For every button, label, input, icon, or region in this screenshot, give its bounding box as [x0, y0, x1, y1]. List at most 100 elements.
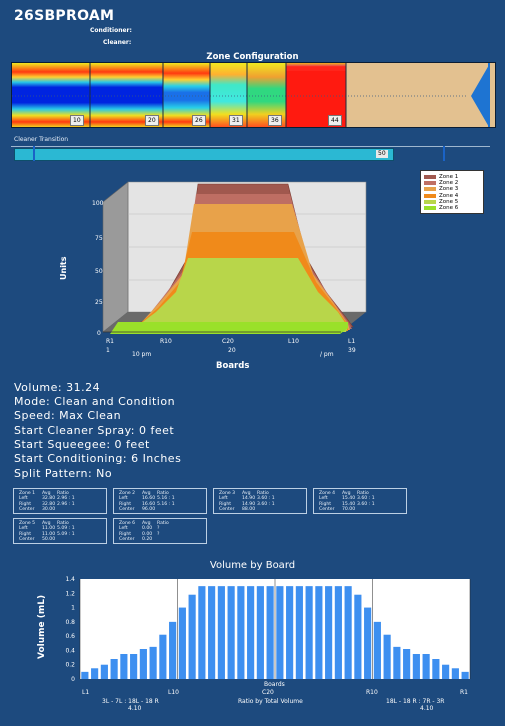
right-label: Right [219, 501, 232, 507]
x-sub-tick-10pm: 10 pm [132, 351, 151, 358]
left-ratio: ? [157, 526, 160, 532]
volume-bar-board-11 [178, 607, 186, 679]
volume-bar-board-35 [412, 654, 420, 679]
x-sub-tick-20: 20 [228, 347, 236, 354]
volume-bar-board-12 [188, 594, 196, 679]
zone-name: Zone 2 [119, 491, 136, 496]
board-label-26: 26 [192, 115, 206, 126]
legend-swatch [424, 199, 436, 204]
volume-bar-board-14 [208, 586, 216, 679]
volume-y-axis-label: Volume (mL) [37, 595, 47, 659]
legend-label: Zone 6 [439, 205, 459, 212]
volume-y-tick: 1.4 [65, 576, 75, 583]
legend-label: Zone 3 [439, 186, 459, 193]
zone-box-5: Zone 5 Avg Ratio Left 11.00 5.09 : 1 Right 11.0… [13, 518, 107, 544]
zone-name: Zone 3 [219, 491, 236, 496]
volume-by-board-title: Volume by Board [209, 560, 296, 571]
left-ratio: 2.96 : 1 [57, 496, 75, 502]
zone-box-4: Zone 4 Avg Ratio Left 15.40 3.60 : 1 Right 15.4… [313, 488, 407, 514]
volume-text: Volume: 31.24 [14, 381, 101, 394]
zone-box-6: Zone 6 Avg Ratio Left 0.00? Right 0.00? Center 0… [113, 518, 207, 544]
right-label: Right [19, 531, 32, 537]
volume-y-tick: 0 [71, 676, 75, 683]
center-avg: 70.00 [342, 506, 356, 512]
right-label: Right [119, 501, 132, 507]
volume-bar-board-40 [461, 671, 469, 679]
legend-item-zone-3: Zone 3 [424, 186, 483, 192]
mode-text: Mode: Clean and Condition [14, 395, 176, 408]
left-avg: 15.40 [342, 496, 356, 502]
transition-end-marker [443, 146, 445, 161]
volume-x-tick: C20 [262, 689, 274, 696]
volume-bar-board-3 [100, 664, 108, 679]
volume-y-tick: 0.4 [65, 647, 75, 654]
volume-bar-board-7 [139, 649, 147, 679]
zone-6-area [110, 322, 348, 334]
right-ratio: 3.60 : 1 [357, 501, 375, 507]
left-label: Left [119, 496, 128, 502]
cleaner-transition-value: 50 [376, 150, 388, 158]
zone-name: Zone 4 [319, 491, 336, 496]
ratio-header: Ratio [57, 521, 69, 526]
x-tick-c20: C20 [222, 338, 234, 345]
volume-bar-board-13 [198, 586, 206, 679]
avg-header: Avg [142, 521, 151, 526]
legend-swatch [424, 206, 436, 211]
volume-bar-board-39 [451, 668, 459, 679]
right-avg: 0.00 [142, 531, 153, 537]
volume-bar-board-1 [81, 671, 89, 679]
left-avg: 0.00 [142, 526, 153, 532]
volume-bar-board-15 [217, 586, 225, 679]
board-label-10: 10 [70, 115, 84, 126]
legend-item-zone-4: Zone 4 [424, 193, 483, 199]
x-sub-tick-pm: / pm [320, 351, 334, 358]
center-label: Center [219, 506, 235, 512]
avg-header: Avg [142, 491, 151, 496]
volume-bar-board-9 [159, 634, 167, 679]
right-label: Right [19, 501, 32, 507]
x-tick-l10: L10 [288, 338, 299, 345]
volume-bar-board-20 [266, 586, 274, 679]
left-avg: 14.90 [242, 496, 256, 502]
squeegee-text: Start Squeegee: 0 feet [14, 438, 150, 451]
volume-bar-board-36 [422, 654, 430, 679]
zone-name: Zone 6 [119, 521, 136, 526]
ratio-left-value: 4.10 [128, 705, 142, 712]
legend-label: Zone 5 [439, 198, 459, 205]
ratio-right-value: 4.10 [420, 705, 434, 712]
avg-header: Avg [242, 491, 251, 496]
cleaner-transition-label: Cleaner Transition [14, 136, 69, 143]
right-avg: 11.00 [42, 531, 56, 537]
pattern-title: 26SBPROAM [14, 8, 115, 24]
ratio-header: Ratio [157, 521, 169, 526]
volume-bar-board-22 [286, 586, 294, 679]
x-axis-label: Boards [216, 361, 249, 371]
right-avg: 14.90 [242, 501, 256, 507]
left-ratio: 3.60 : 1 [357, 496, 375, 502]
volume-y-tick: 0.6 [65, 633, 75, 640]
x-sub-tick-1: 1 [106, 347, 110, 354]
split-pattern-text: Split Pattern: No [14, 467, 113, 480]
volume-bar-board-6 [130, 654, 138, 679]
volume-bar-board-24 [305, 586, 313, 679]
ratio-header: Ratio [157, 491, 169, 496]
left-ratio: 5.16 : 1 [157, 496, 175, 502]
left-label: Left [19, 526, 28, 532]
x-sub-tick-39: 39 [348, 347, 356, 354]
board-label-44: 44 [328, 115, 342, 126]
legend-swatch [424, 187, 436, 192]
y-axis-label: Units [59, 256, 68, 280]
volume-bar-board-27 [334, 586, 342, 679]
zone-legend: Zone 1 Zone 2 Zone 3 Zone 4 Zone 5 Zone … [420, 170, 484, 214]
legend-label: Zone 1 [439, 174, 459, 181]
avg-header: Avg [342, 491, 351, 496]
cleaner-spray-text: Start Cleaner Spray: 0 feet [14, 424, 175, 437]
ratio-header: Ratio [357, 491, 369, 496]
center-avg: 96.00 [142, 506, 156, 512]
center-label: Center [19, 536, 35, 542]
volume-y-tick: 1.2 [65, 590, 75, 597]
volume-bar-board-30 [364, 607, 372, 679]
board-label-20: 20 [145, 115, 159, 126]
legend-item-zone-5: Zone 5 [424, 199, 483, 205]
